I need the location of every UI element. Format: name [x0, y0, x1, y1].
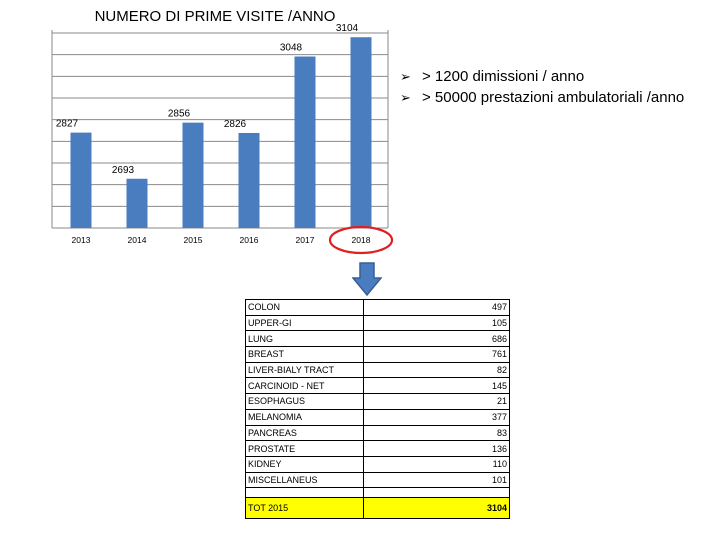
count-cell: 21 [363, 393, 510, 410]
table-row: LUNG 686 [245, 330, 510, 348]
count-cell [363, 487, 510, 499]
table-row: COLON 497 [245, 299, 510, 316]
cancer-type-cell: BREAST [245, 346, 364, 363]
cancer-type-cell: COLON [245, 299, 364, 316]
chart-title: NUMERO DI PRIME VISITE /ANNO [94, 8, 336, 25]
down-arrow-icon [352, 262, 382, 296]
data-label: 2827 [56, 119, 79, 130]
count-cell: 497 [363, 299, 510, 316]
count-cell: 110 [363, 455, 510, 473]
x-tick-label: 2016 [240, 235, 259, 245]
table-row: MELANOMIA 377 [245, 408, 510, 426]
count-cell: 82 [363, 361, 510, 379]
total-row: TOT 2015 3104 [245, 497, 510, 520]
data-label: 2693 [112, 165, 135, 176]
cancer-type-cell: MELANOMIA [245, 408, 364, 426]
highlight-circle [328, 225, 394, 255]
count-cell: 761 [363, 346, 510, 363]
count-cell: 145 [363, 377, 510, 395]
cancer-type-cell: ESOPHAGUS [245, 393, 364, 410]
count-cell: 101 [363, 471, 510, 489]
table-row: MISCELLANEUS 101 [245, 471, 510, 489]
bar [238, 132, 260, 228]
table-row: KIDNEY 110 [245, 455, 510, 473]
cancer-type-cell: MISCELLANEUS [245, 471, 364, 489]
data-label: 3104 [336, 23, 359, 34]
bullet-item: ➢ > 1200 dimissioni / anno [400, 66, 684, 87]
bar [126, 178, 148, 228]
cancer-type-cell: PROSTATE [245, 440, 364, 457]
bar [182, 122, 204, 228]
count-cell: 3104 [363, 497, 510, 520]
table-row: PROSTATE 136 [245, 440, 510, 457]
bullet-text: > 50000 prestazioni ambulatoriali /anno [422, 89, 685, 106]
breakdown-table: COLON 497 UPPER-GI 105 LUNG 686 BREAST 761 LIVER… [245, 299, 510, 520]
table-row: CARCINOID - NET 145 [245, 377, 510, 395]
cancer-type-cell: LIVER-BIALY TRACT [245, 361, 364, 379]
table-row: PANCREAS 83 [245, 424, 510, 442]
bullet-text: > 1200 dimissioni / anno [422, 68, 585, 85]
bar [350, 37, 372, 228]
table-row: LIVER-BIALY TRACT 82 [245, 361, 510, 379]
x-tick-label: 2018 [352, 235, 371, 245]
cancer-type-cell: PANCREAS [245, 424, 364, 442]
cancer-type-cell [245, 487, 364, 499]
table-row: UPPER-GI 105 [245, 314, 510, 332]
cancer-type-cell: UPPER-GI [245, 314, 364, 332]
bar-chart: 2827 2013 2693 2014 2856 2015 2826 2016 3048 2017… [51, 23, 394, 255]
arrow-bullet-icon: ➢ [400, 90, 411, 105]
count-cell: 105 [363, 314, 510, 332]
table-row: ESOPHAGUS 21 [245, 393, 510, 410]
x-tick-label: 2017 [296, 235, 315, 245]
bullet-item: ➢ > 50000 prestazioni ambulatoriali /anno [400, 87, 684, 108]
count-cell: 377 [363, 408, 510, 426]
table-row: BREAST 761 [245, 346, 510, 363]
cancer-type-cell: TOT 2015 [245, 497, 364, 520]
x-tick-label: 2014 [128, 235, 147, 245]
x-tick-label: 2013 [72, 235, 91, 245]
count-cell: 136 [363, 440, 510, 457]
data-label: 3048 [280, 43, 303, 54]
data-label: 2856 [168, 109, 191, 120]
arrow-bullet-icon: ➢ [400, 69, 411, 84]
bar [294, 56, 316, 228]
bullet-list: ➢ > 1200 dimissioni / anno ➢ > 50000 prest… [400, 66, 684, 108]
cancer-type-cell: KIDNEY [245, 455, 364, 473]
cancer-type-cell: CARCINOID - NET [245, 377, 364, 395]
count-cell: 83 [363, 424, 510, 442]
count-cell: 686 [363, 330, 510, 348]
cancer-type-cell: LUNG [245, 330, 364, 348]
bar [70, 132, 92, 228]
spacer-row [245, 487, 510, 499]
data-label: 2826 [224, 119, 247, 130]
x-tick-label: 2015 [184, 235, 203, 245]
